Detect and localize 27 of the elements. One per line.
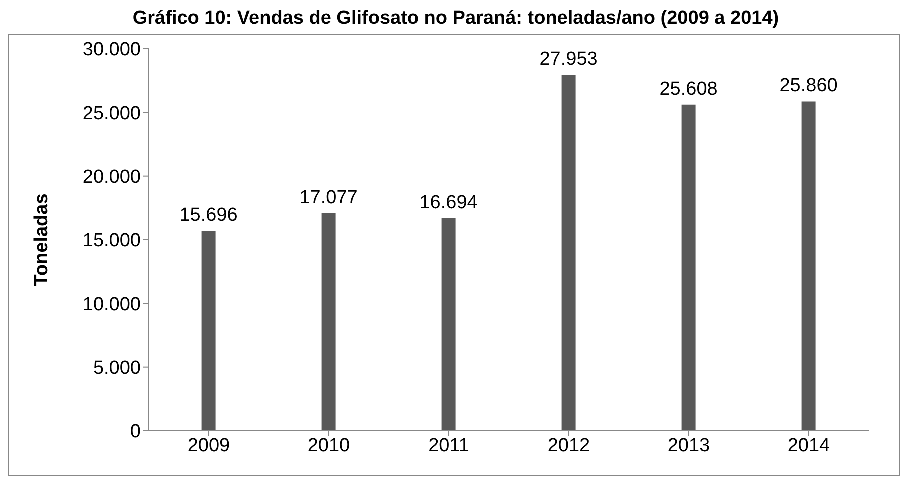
y-tick-label: 5.000 — [93, 358, 141, 380]
y-tick-label: 10.000 — [82, 294, 141, 316]
bar — [682, 104, 696, 431]
y-tick-label: 20.000 — [82, 167, 141, 188]
y-tick-label: 30.000 — [82, 40, 141, 61]
chart-title: Gráfico 10: Vendas de Glifosato no Paraná: toneladas/ano (2009 a 2014) — [132, 8, 780, 31]
x-tick-label: 2014 — [788, 435, 831, 456]
data-label: 16.694 — [420, 192, 478, 214]
y-axis-title: Toneladas — [32, 194, 53, 286]
x-tick-label: 2013 — [668, 435, 710, 456]
y-tick-label: 0 — [130, 422, 141, 443]
y-tick-label: 15.000 — [82, 230, 141, 252]
bar — [202, 231, 216, 431]
x-tick-label: 2011 — [428, 435, 470, 456]
bar — [562, 75, 576, 431]
x-tick-label: 2012 — [548, 435, 590, 456]
y-tick-label: 25.000 — [82, 103, 141, 124]
x-tick-label: 2010 — [308, 435, 350, 456]
bar — [442, 218, 456, 431]
bar — [322, 214, 336, 431]
data-label: 25.860 — [780, 76, 838, 97]
x-tick-label: 2009 — [188, 435, 230, 456]
data-label: 17.077 — [300, 188, 358, 209]
data-label: 15.696 — [180, 205, 238, 226]
data-label: 25.608 — [660, 78, 718, 100]
data-label: 27.953 — [540, 49, 598, 70]
bar — [802, 102, 816, 431]
